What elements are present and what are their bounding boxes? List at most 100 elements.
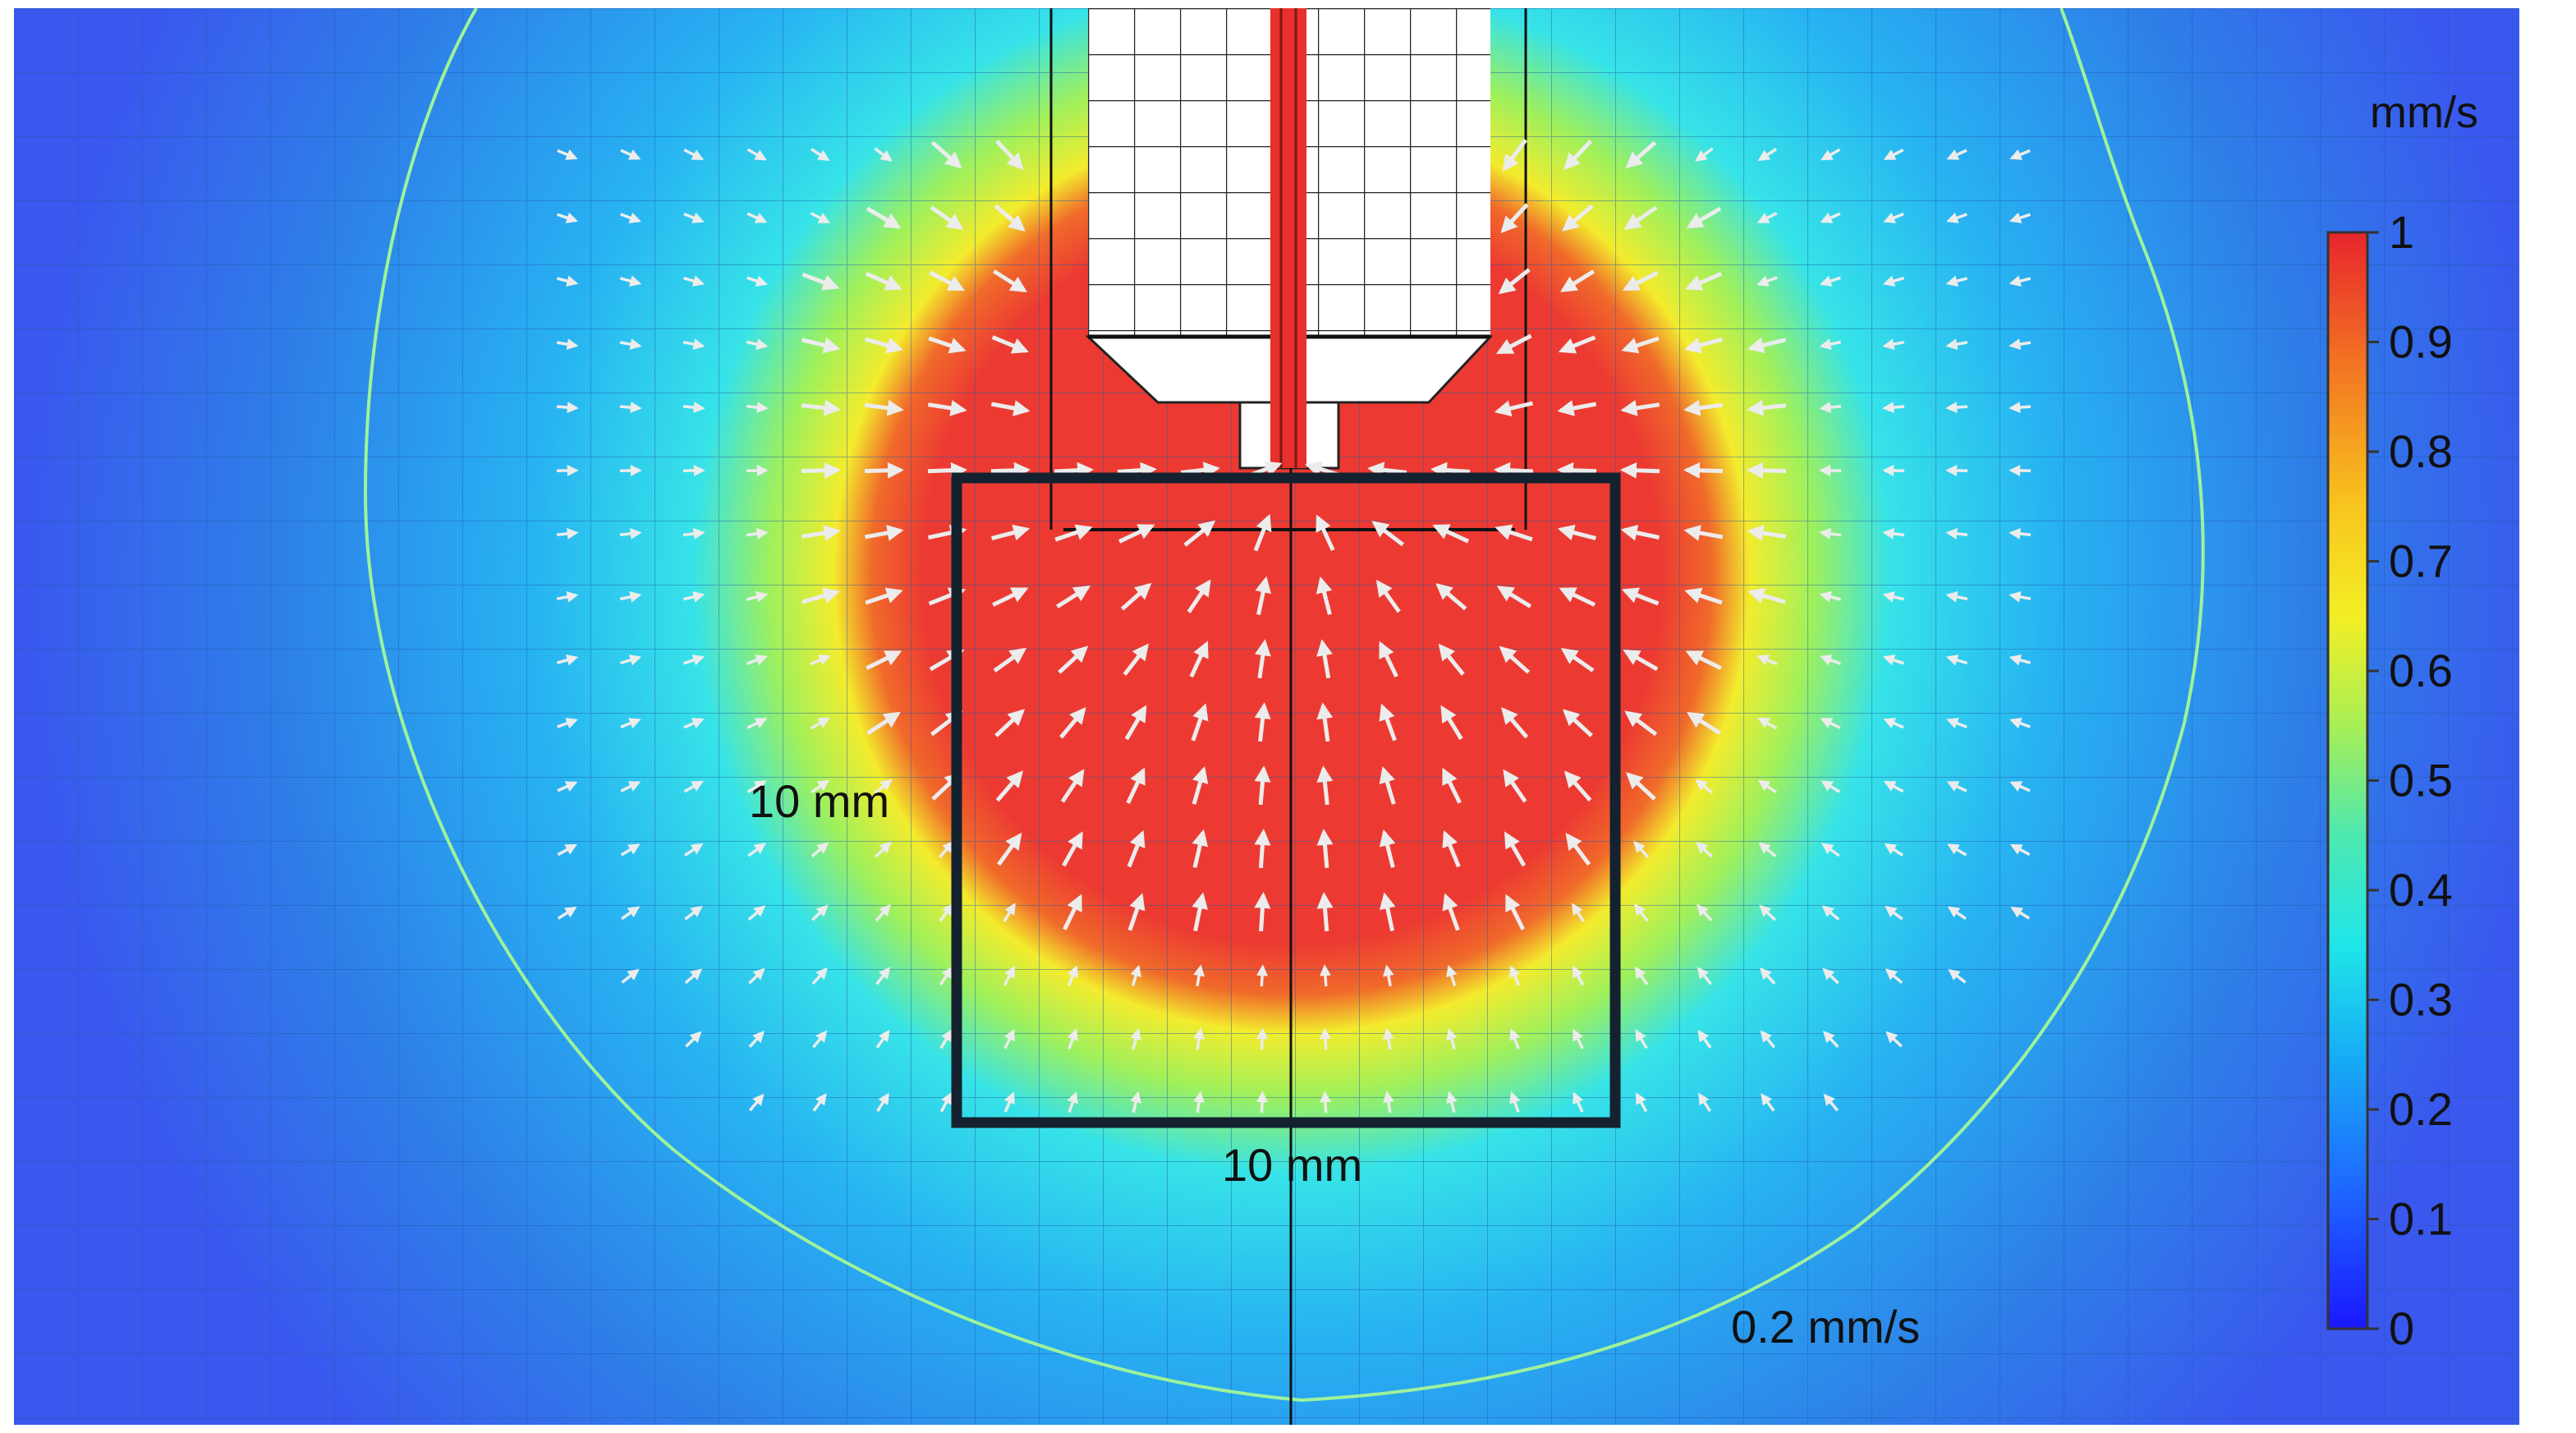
velocity-arrow (1254, 765, 1271, 806)
velocity-arrow (684, 843, 704, 857)
velocity-arrow (1255, 576, 1272, 616)
velocity-arrow (1821, 905, 1840, 921)
velocity-arrow (929, 270, 966, 292)
velocity-arrow (1494, 462, 1534, 479)
velocity-arrow (748, 1031, 765, 1048)
colorbar-tick-label: 0.4 (2389, 864, 2453, 916)
velocity-arrow (746, 148, 767, 161)
velocity-arrow (1127, 893, 1146, 931)
velocity-arrow (1564, 770, 1592, 802)
colorbar: mm/s 1 0.9 0.8 0.7 0.6 0.5 0.4 0.3 0.2 0.1 0 (2326, 88, 2478, 1354)
velocity-arrow (620, 718, 641, 729)
contour-value-label: 0.2 mm/s (1731, 1301, 1920, 1353)
velocity-arrow (1189, 641, 1209, 678)
velocity-arrow (683, 212, 705, 223)
velocity-arrow (865, 587, 903, 605)
velocity-arrow (619, 654, 642, 666)
velocity-arrow (1884, 843, 1904, 857)
velocity-arrow (1882, 654, 1904, 666)
velocity-arrow (939, 1091, 953, 1113)
velocity-arrow (1635, 1092, 1648, 1113)
velocity-arrow (811, 967, 828, 985)
velocity-arrow (1382, 964, 1394, 987)
velocity-arrow (1067, 1028, 1078, 1049)
velocity-arrow (557, 149, 578, 160)
colorbar-tick-label: 0.6 (2389, 645, 2453, 696)
velocity-arrow (1757, 779, 1777, 794)
velocity-arrow (1882, 338, 1905, 351)
colorbar-tick-label: 0.5 (2389, 755, 2453, 806)
velocity-arrow (2009, 149, 2031, 160)
velocity-arrow (1058, 645, 1089, 674)
velocity-arrow (865, 337, 904, 354)
velocity-arrow (874, 779, 893, 794)
velocity-arrow (1054, 524, 1093, 542)
velocity-arrow (620, 843, 641, 857)
velocity-arrow (866, 206, 902, 229)
colorbar-unit-label: mm/s (2370, 88, 2478, 137)
velocity-arrow (1821, 148, 1841, 161)
velocity-arrow (2009, 338, 2032, 351)
velocity-arrow (939, 966, 953, 985)
velocity-arrow (1560, 648, 1595, 673)
velocity-arrow (801, 399, 841, 416)
velocity-arrow (1820, 212, 1841, 223)
colorbar-tick-label: 0.7 (2389, 535, 2453, 587)
velocity-arrow (875, 967, 891, 985)
velocity-arrow (1509, 1091, 1521, 1113)
velocity-arrow (682, 527, 705, 540)
velocity-arrow (810, 842, 829, 858)
velocity-arrow (1947, 906, 1967, 921)
velocity-arrow (619, 590, 642, 603)
velocity-arrow (684, 968, 703, 985)
velocity-arrow (683, 780, 704, 793)
velocity-arrow (1067, 965, 1078, 986)
velocity-arrow (1757, 148, 1778, 162)
velocity-arrow (1504, 893, 1526, 930)
colorbar-tick-label: 0.3 (2389, 974, 2453, 1026)
velocity-arrow (746, 591, 769, 603)
velocity-arrow (1056, 586, 1091, 609)
velocity-arrow (1634, 966, 1649, 985)
velocity-arrow (1945, 338, 1968, 351)
velocity-contour-line (363, 8, 2205, 1403)
velocity-arrow (1130, 1027, 1141, 1050)
velocity-arrow (1625, 772, 1656, 801)
velocity-arrow (1191, 703, 1209, 742)
velocity-arrow (1747, 337, 1786, 354)
velocity-arrow (875, 1029, 890, 1049)
velocity-arrow (1635, 1029, 1648, 1049)
velocity-arrow (620, 212, 641, 223)
velocity-arrow (748, 967, 765, 985)
velocity-arrow (1557, 400, 1597, 416)
velocity-arrow (1882, 275, 1904, 287)
velocity-arrow (1130, 1091, 1142, 1114)
velocity-arrow (1180, 462, 1220, 479)
velocity-arrow (1697, 967, 1712, 985)
velocity-arrow (866, 711, 901, 736)
velocity-arrow (1446, 1091, 1458, 1114)
velocity-arrow (683, 148, 705, 161)
velocity-arrow (810, 211, 831, 224)
velocity-arrow (939, 1029, 953, 1049)
velocity-arrow (1759, 904, 1776, 921)
velocity-arrow (1375, 579, 1401, 613)
velocity-arrow (1946, 718, 1968, 729)
velocity-arrow (1316, 765, 1334, 806)
velocity-arrow (1187, 579, 1211, 613)
velocity-arrow (1059, 707, 1086, 739)
colorbar-tick-label: 0.9 (2389, 316, 2453, 368)
velocity-arrow (1822, 1031, 1839, 1048)
velocity-arrow (1498, 268, 1531, 295)
velocity-arrow (1379, 703, 1397, 742)
velocity-arrow (1494, 400, 1533, 417)
velocity-arrow (1573, 1028, 1584, 1049)
velocity-arrow (1819, 275, 1841, 287)
velocity-arrow (994, 709, 1026, 737)
velocity-arrow (1367, 462, 1407, 479)
velocity-arrow (1620, 462, 1660, 479)
velocity-arrow (1562, 709, 1593, 737)
velocity-arrow (930, 140, 962, 169)
velocity-arrow (991, 524, 1031, 541)
velocity-arrow (746, 718, 768, 729)
